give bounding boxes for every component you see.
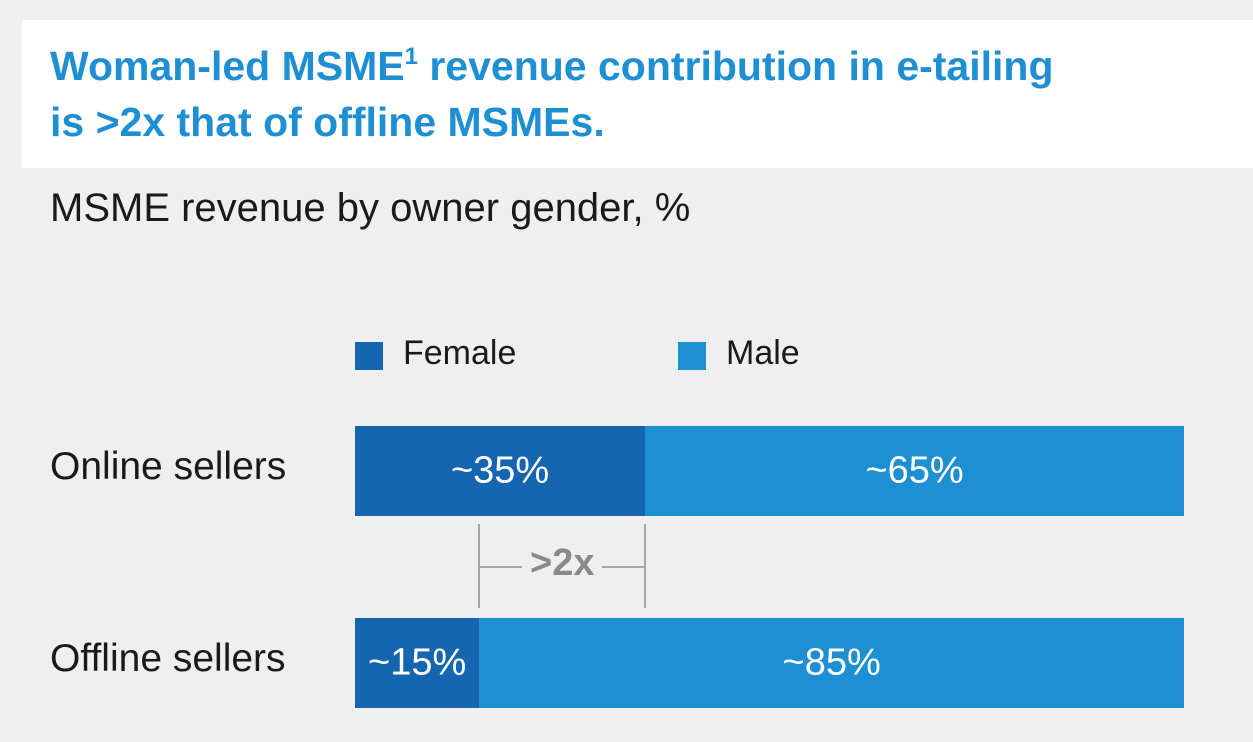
legend-label: Female xyxy=(403,334,517,372)
bar-row: ~35% ~65% xyxy=(355,426,1184,516)
bracket-right-tick xyxy=(644,524,647,608)
title-line1-pre: Woman-led MSME xyxy=(50,43,405,89)
bar-segment-female: ~15% xyxy=(355,618,480,708)
legend-swatch xyxy=(678,342,706,370)
bracket-line-right xyxy=(602,566,646,568)
data-label: ~35% xyxy=(450,449,550,492)
bar-segment-female: ~35% xyxy=(355,426,646,516)
title-line1-post: revenue contribution in e-tailing xyxy=(417,43,1054,89)
title-line2: is >2x that of offline MSMEs. xyxy=(50,99,605,145)
title-band xyxy=(22,20,1253,168)
title-footnote-marker: 1 xyxy=(404,43,418,70)
chart-title: Woman-led MSME1 revenue contribution in … xyxy=(50,38,1230,150)
bar-row: ~15% ~85% xyxy=(355,618,1184,708)
comparison-annotation: >2x xyxy=(530,542,595,584)
data-label: ~65% xyxy=(865,449,964,492)
bar-segment-male: ~65% xyxy=(645,426,1184,516)
bracket-line-left xyxy=(479,566,523,568)
legend-label: Male xyxy=(726,334,800,372)
chart-subtitle: MSME revenue by owner gender, % xyxy=(50,186,691,230)
legend-swatch xyxy=(355,342,383,370)
data-label: ~85% xyxy=(782,641,881,684)
data-label: ~15% xyxy=(368,641,467,684)
category-label: Online sellers xyxy=(50,445,287,488)
category-label: Offline sellers xyxy=(50,637,286,680)
bar-segment-male: ~85% xyxy=(479,618,1184,708)
